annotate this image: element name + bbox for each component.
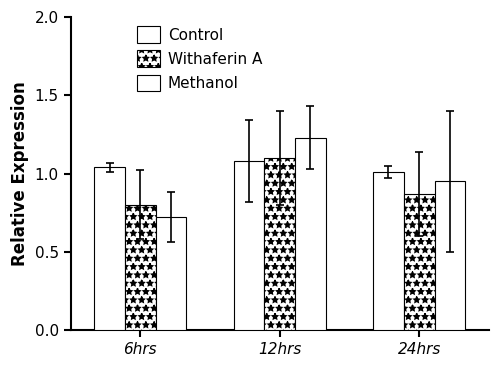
Legend: Control, Withaferin A, Methanol: Control, Withaferin A, Methanol [132, 22, 266, 96]
Bar [156, 217, 186, 330]
Bar [125, 205, 156, 330]
Bar [234, 161, 264, 330]
Bar [264, 158, 295, 330]
Bar [434, 181, 465, 330]
Bar [94, 167, 125, 330]
Bar [404, 194, 434, 330]
Y-axis label: Relative Expression: Relative Expression [11, 81, 29, 266]
Bar [373, 172, 404, 330]
Bar [295, 138, 326, 330]
